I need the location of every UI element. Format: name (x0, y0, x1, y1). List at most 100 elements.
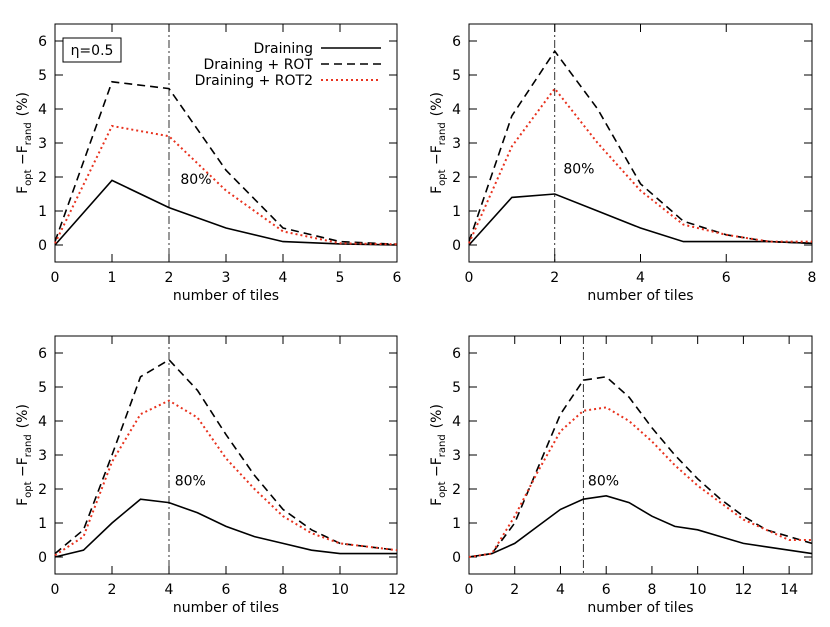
data-line (468, 375, 813, 558)
label-box (62, 37, 122, 63)
annotation: 80% (588, 474, 619, 490)
y-tick-label: 1 (38, 204, 47, 220)
y-axis-label-part: rand (437, 434, 448, 457)
x-tick-label: 8 (279, 582, 288, 598)
legend-label: Draining (253, 41, 313, 57)
y-tick-label: 0 (452, 238, 461, 254)
data-line (54, 498, 397, 558)
y-axis-label-part: −F (15, 457, 31, 481)
x-axis-label: number of tiles (173, 600, 279, 616)
x-tick-label: 6 (222, 582, 231, 598)
data-line (468, 494, 813, 558)
y-axis-label: Fopt −Frand (%) (15, 404, 34, 506)
x-axis-label: number of tiles (173, 288, 279, 304)
x-tick-label: 2 (510, 582, 519, 598)
y-tick-label: 3 (452, 136, 461, 152)
x-tick-label: 0 (51, 582, 60, 598)
y-axis-label-part: F (15, 498, 31, 506)
x-tick-label: 6 (393, 270, 402, 286)
x-tick-label: 8 (647, 582, 656, 598)
y-tick-label: 0 (452, 550, 461, 566)
x-tick-label: 10 (689, 582, 707, 598)
y-tick-label: 2 (452, 482, 461, 498)
y-tick-label: 5 (452, 380, 461, 396)
data-line (468, 49, 813, 245)
y-tick-label: 1 (452, 204, 461, 220)
y-axis-label: Fopt −Frand (%) (429, 404, 448, 506)
y-axis-label-part: (%) (429, 92, 445, 116)
x-tick-label: 6 (602, 582, 611, 598)
y-axis-label-part: F (429, 186, 445, 194)
y-axis-label: Fopt −Frand (%) (429, 92, 448, 194)
y-tick-label: 4 (452, 414, 461, 430)
y-axis-label-part: F (15, 186, 31, 194)
data-line (54, 80, 398, 246)
x-tick-label: 4 (556, 582, 565, 598)
y-tick-label: 4 (38, 102, 47, 118)
y-axis-label-part: −F (429, 457, 445, 481)
y-axis-label-part: F (429, 498, 445, 506)
x-tick-label: 10 (331, 582, 349, 598)
legend-label: Draining + ROT (204, 57, 314, 73)
y-tick-label: 4 (452, 102, 461, 118)
x-axis-label: number of tiles (587, 600, 693, 616)
x-tick-label: 4 (636, 270, 645, 286)
y-axis-label-part: (%) (15, 92, 31, 116)
data-line (54, 124, 398, 246)
x-tick-label: 1 (108, 270, 117, 286)
annotation: 80% (180, 172, 211, 188)
y-axis-label-part: opt (437, 481, 448, 497)
y-axis-label: Fopt −Frand (%) (15, 92, 34, 194)
data-line (54, 399, 398, 557)
plot-frame (54, 335, 398, 575)
y-tick-label: 2 (38, 482, 47, 498)
y-tick-label: 6 (38, 34, 47, 50)
y-tick-label: 1 (452, 516, 461, 532)
x-tick-label: 8 (808, 270, 817, 286)
y-tick-label: 6 (452, 346, 461, 362)
y-axis-label-part: (%) (15, 404, 31, 428)
x-tick-label: 4 (279, 270, 288, 286)
data-line (468, 406, 812, 558)
legend-label: Draining + ROT2 (195, 73, 313, 89)
y-tick-label: 3 (452, 448, 461, 464)
data-line (54, 358, 398, 555)
x-tick-label: 0 (465, 582, 474, 598)
y-tick-label: 0 (38, 550, 47, 566)
y-axis-label-part: (%) (429, 404, 445, 428)
annotation: 80% (175, 474, 206, 490)
y-tick-label: 5 (452, 68, 461, 84)
y-tick-label: 3 (38, 136, 47, 152)
annotation: 80% (563, 162, 594, 178)
y-tick-label: 5 (38, 68, 47, 84)
y-tick-label: 5 (38, 380, 47, 396)
data-line (468, 193, 813, 246)
x-tick-label: 5 (336, 270, 345, 286)
x-tick-label: 4 (165, 582, 174, 598)
y-tick-label: 0 (38, 238, 47, 254)
x-tick-label: 3 (222, 270, 231, 286)
y-axis-label-part: rand (23, 434, 34, 457)
x-tick-label: 6 (722, 270, 731, 286)
x-tick-label: 0 (51, 270, 60, 286)
y-axis-label-part: opt (23, 481, 34, 497)
y-axis-label-part: rand (23, 122, 34, 145)
y-tick-label: 2 (452, 170, 461, 186)
x-axis-label: number of tiles (587, 288, 693, 304)
x-tick-label: 2 (108, 582, 117, 598)
data-line (468, 86, 812, 244)
x-tick-label: 12 (734, 582, 752, 598)
y-axis-label-part: opt (437, 169, 448, 185)
x-tick-label: 12 (388, 582, 406, 598)
y-tick-label: 6 (452, 34, 461, 50)
y-tick-label: 3 (38, 448, 47, 464)
x-tick-label: 0 (465, 270, 474, 286)
plot-frame (468, 23, 813, 263)
y-axis-label-part: −F (429, 145, 445, 169)
x-tick-label: 14 (780, 582, 798, 598)
y-axis-label-part: opt (23, 169, 34, 185)
y-tick-label: 2 (38, 170, 47, 186)
y-tick-label: 1 (38, 516, 47, 532)
y-tick-label: 4 (38, 414, 47, 430)
